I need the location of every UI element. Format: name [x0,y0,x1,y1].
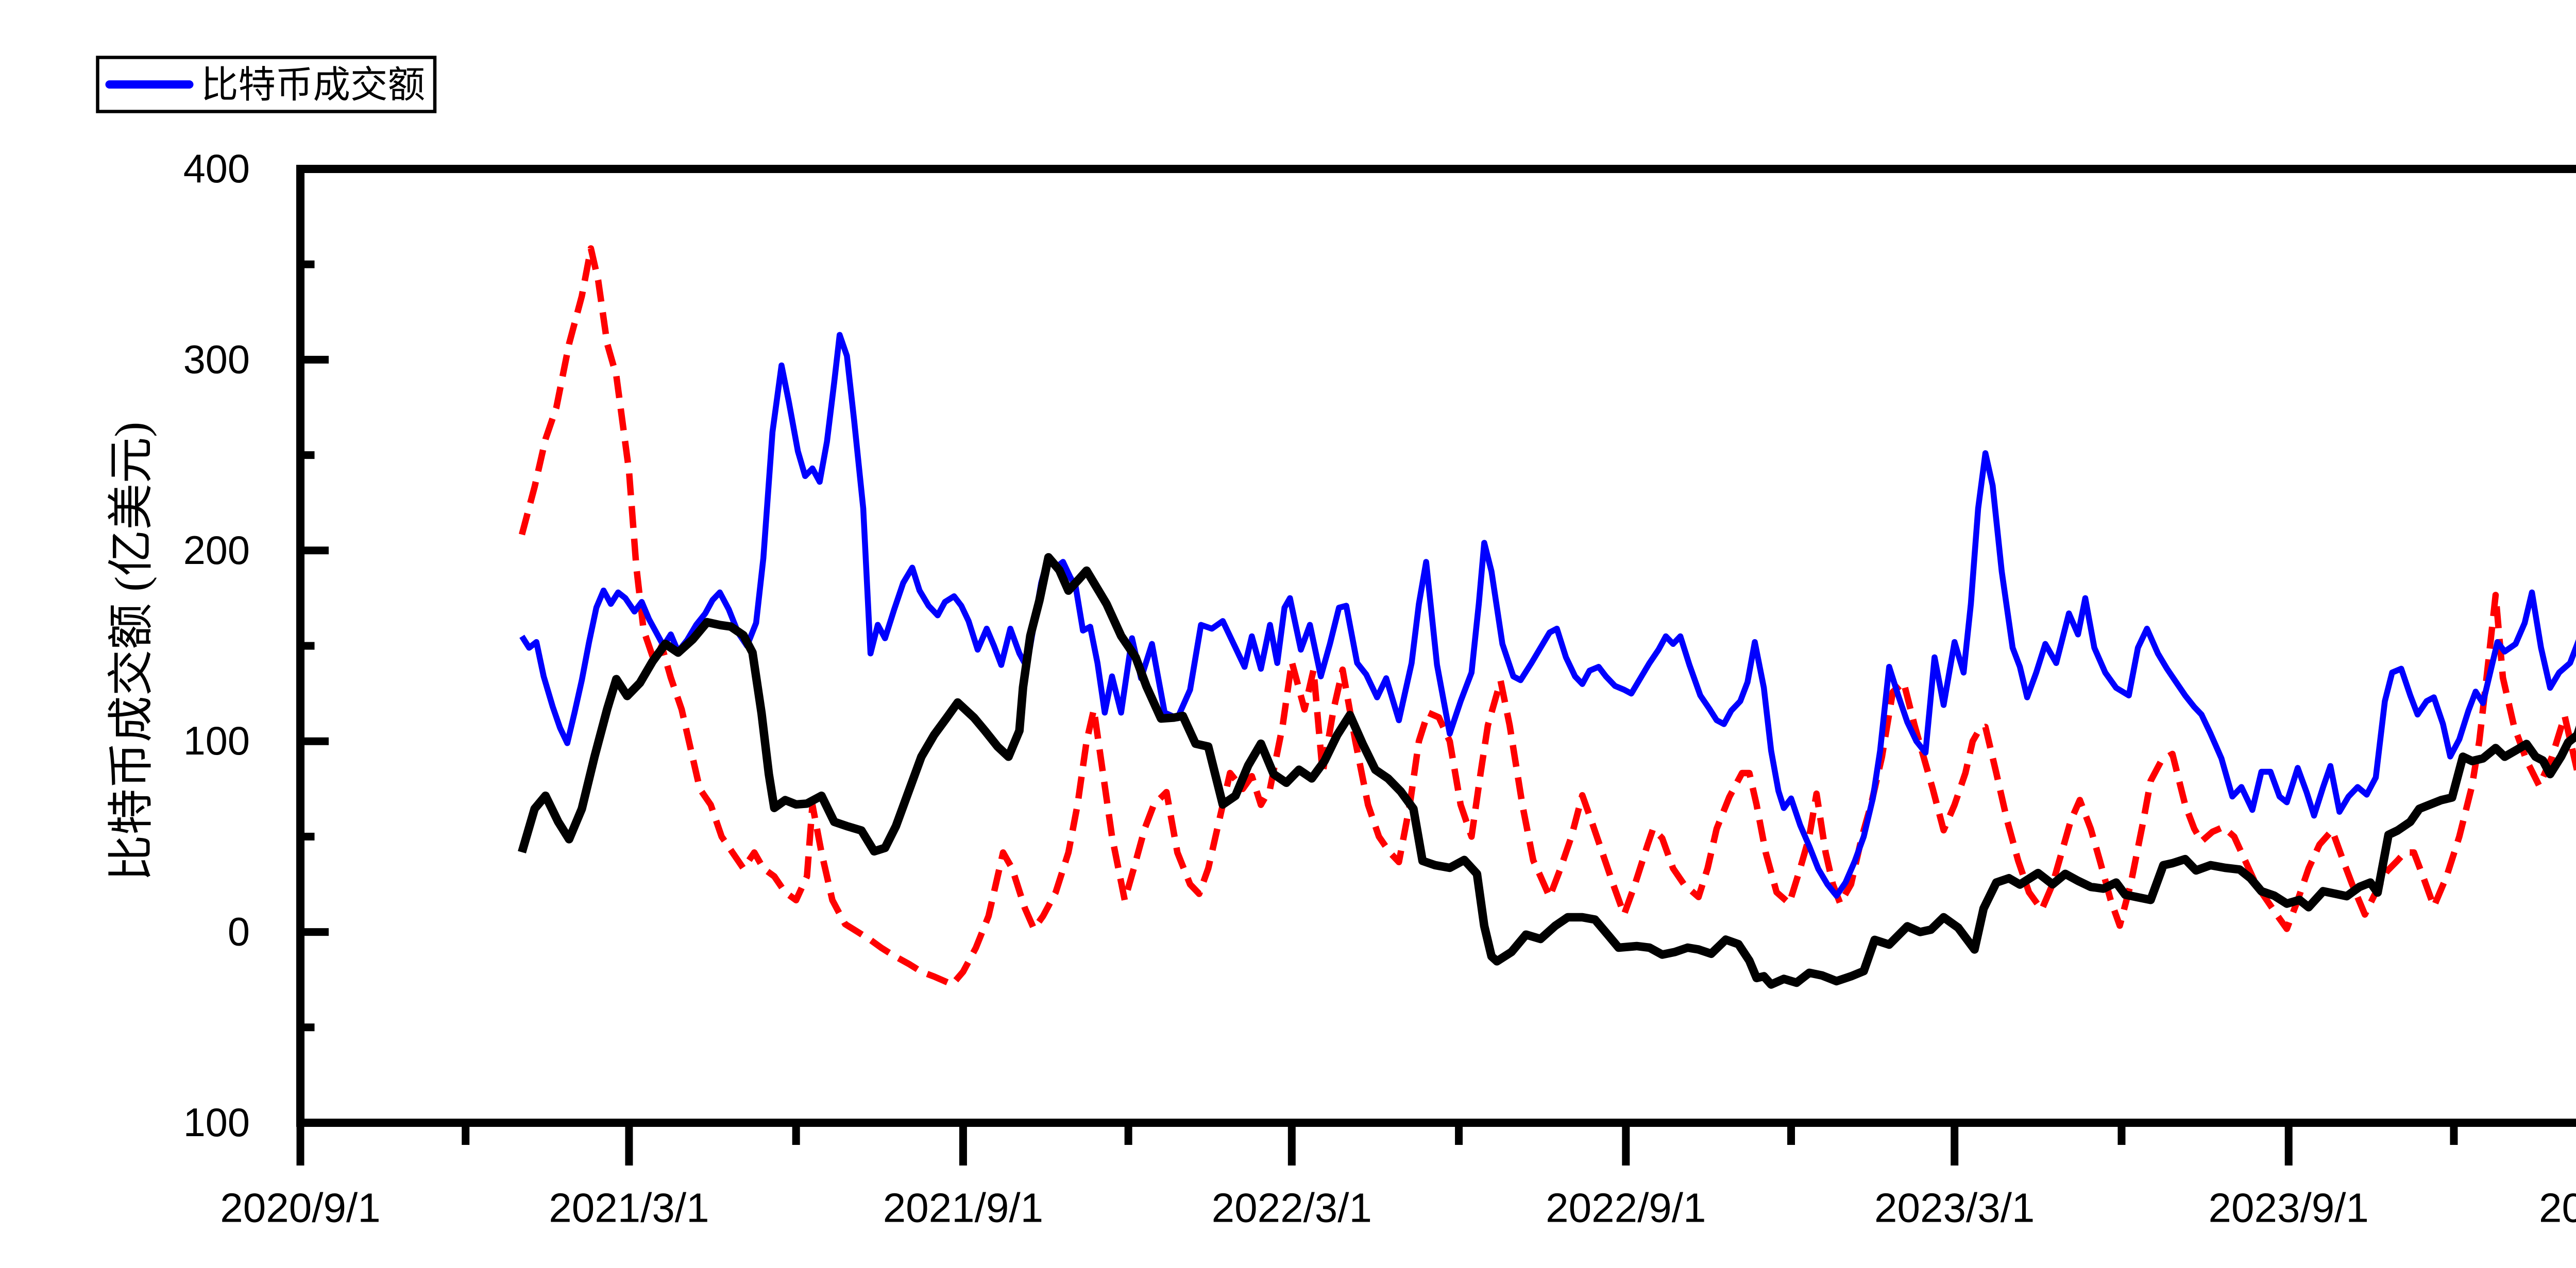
x-axis-tick-label: 2022/3/1 [1212,1185,1372,1231]
nasdaq-volume-line [518,245,2576,988]
x-axis-tick-label: 2021/3/1 [549,1185,709,1231]
x-axis-tick-label: 2023/9/1 [2209,1185,2369,1231]
left-axis-tick-label: 300 [183,337,250,382]
left-axis-tick-label: 200 [183,528,250,573]
data-series [518,245,2576,989]
left-axis-tick-label: 0 [228,910,250,954]
bitcoin-volume-line [519,332,2576,899]
axis-tick-labels: 4003002001000100908070605040301000008000… [183,147,2576,1231]
left-axis-tick-label: 100 [183,719,250,763]
axis-ticks [296,165,2458,1166]
left-axis-title: 比特币成交额 (亿美元) [106,422,157,881]
x-axis-tick-label: 2024/3/1 [2539,1185,2576,1231]
x-axis-tick-label: 2021/9/1 [883,1185,1043,1231]
legend-bitcoin-volume: 比特币成交额 [96,56,437,113]
left-axis-tick-label: 100 [183,1101,250,1145]
x-axis-tick-label: 2022/9/1 [1546,1185,1706,1231]
x-axis-tick-label: 2020/9/1 [220,1185,380,1231]
bitcoin-price-line [518,553,2576,989]
plot-area-border [296,165,2576,1127]
left-axis-tick-label: 400 [183,147,250,191]
legend-label: 比特币成交额 [201,64,425,106]
x-axis-tick-label: 2023/3/1 [1874,1185,2035,1231]
